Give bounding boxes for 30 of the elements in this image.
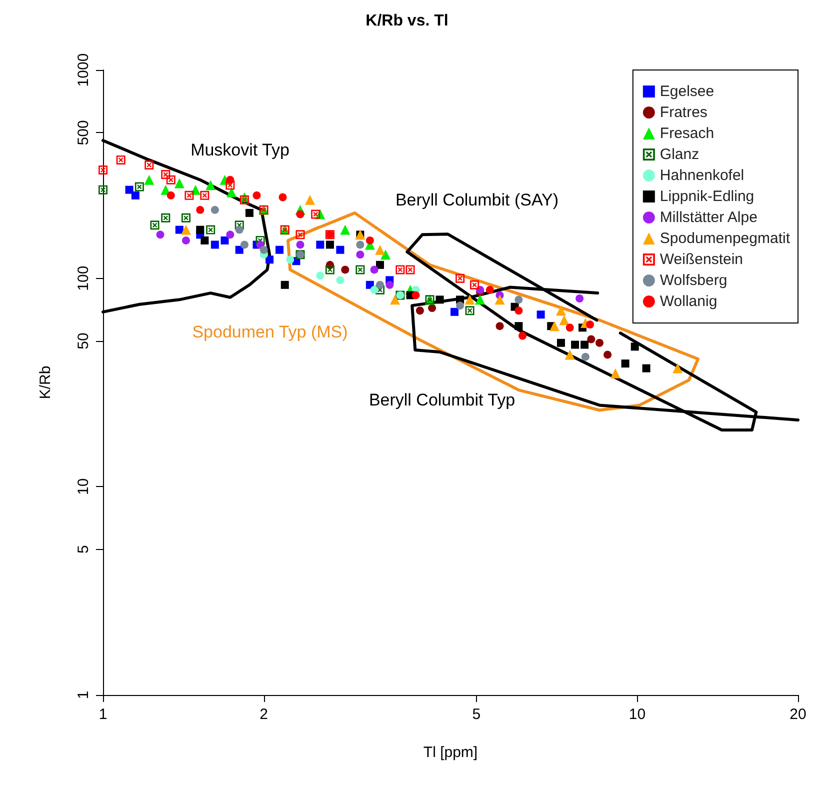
y-tick-label: 500 [75,120,92,146]
legend-label: Fresach [660,125,714,142]
y-tick-label: 10 [75,478,92,496]
legend-label: Fratres [660,104,708,121]
series-label: Beryll Columbit Typ [368,390,516,410]
legend-label: Glanz [660,146,700,163]
y-axis-title: K/Rb [37,366,54,400]
legend-label: Millstätter Alpe [660,209,758,226]
legend-label: Wollanig [660,293,718,310]
x-tick-label: 1 [98,706,108,723]
legend-label: Spodumenpegmatit [660,230,791,247]
series-label: Spodumen Typ (MS) [192,322,348,342]
y-tick-label: 1 [75,690,92,700]
y-tick-label: 5 [75,545,92,554]
series-label: Muskovit Typ [190,140,290,160]
text: Beryll Columbit (SAY) [395,190,559,210]
x-axis-title: Tl [ppm] [423,744,478,761]
x-tick-label: 10 [628,706,646,723]
legend-label: Weißenstein [660,251,744,268]
legend-label: Egelsee [660,83,714,100]
x-tick-label: 5 [472,706,481,723]
y-tick-label: 1000 [75,53,92,87]
x-tick-label: 2 [260,706,268,723]
legend-label: Wolfsberg [660,272,728,289]
chart-title: K/Rb vs. Tl [366,12,448,30]
y-tick-label: 100 [75,266,92,291]
y-tick-label: 50 [75,332,92,350]
legend-label: Hahnenkofel [660,167,744,184]
legend-label: Lippnik-Edling [660,188,754,205]
x-tick-label: 20 [790,706,806,723]
